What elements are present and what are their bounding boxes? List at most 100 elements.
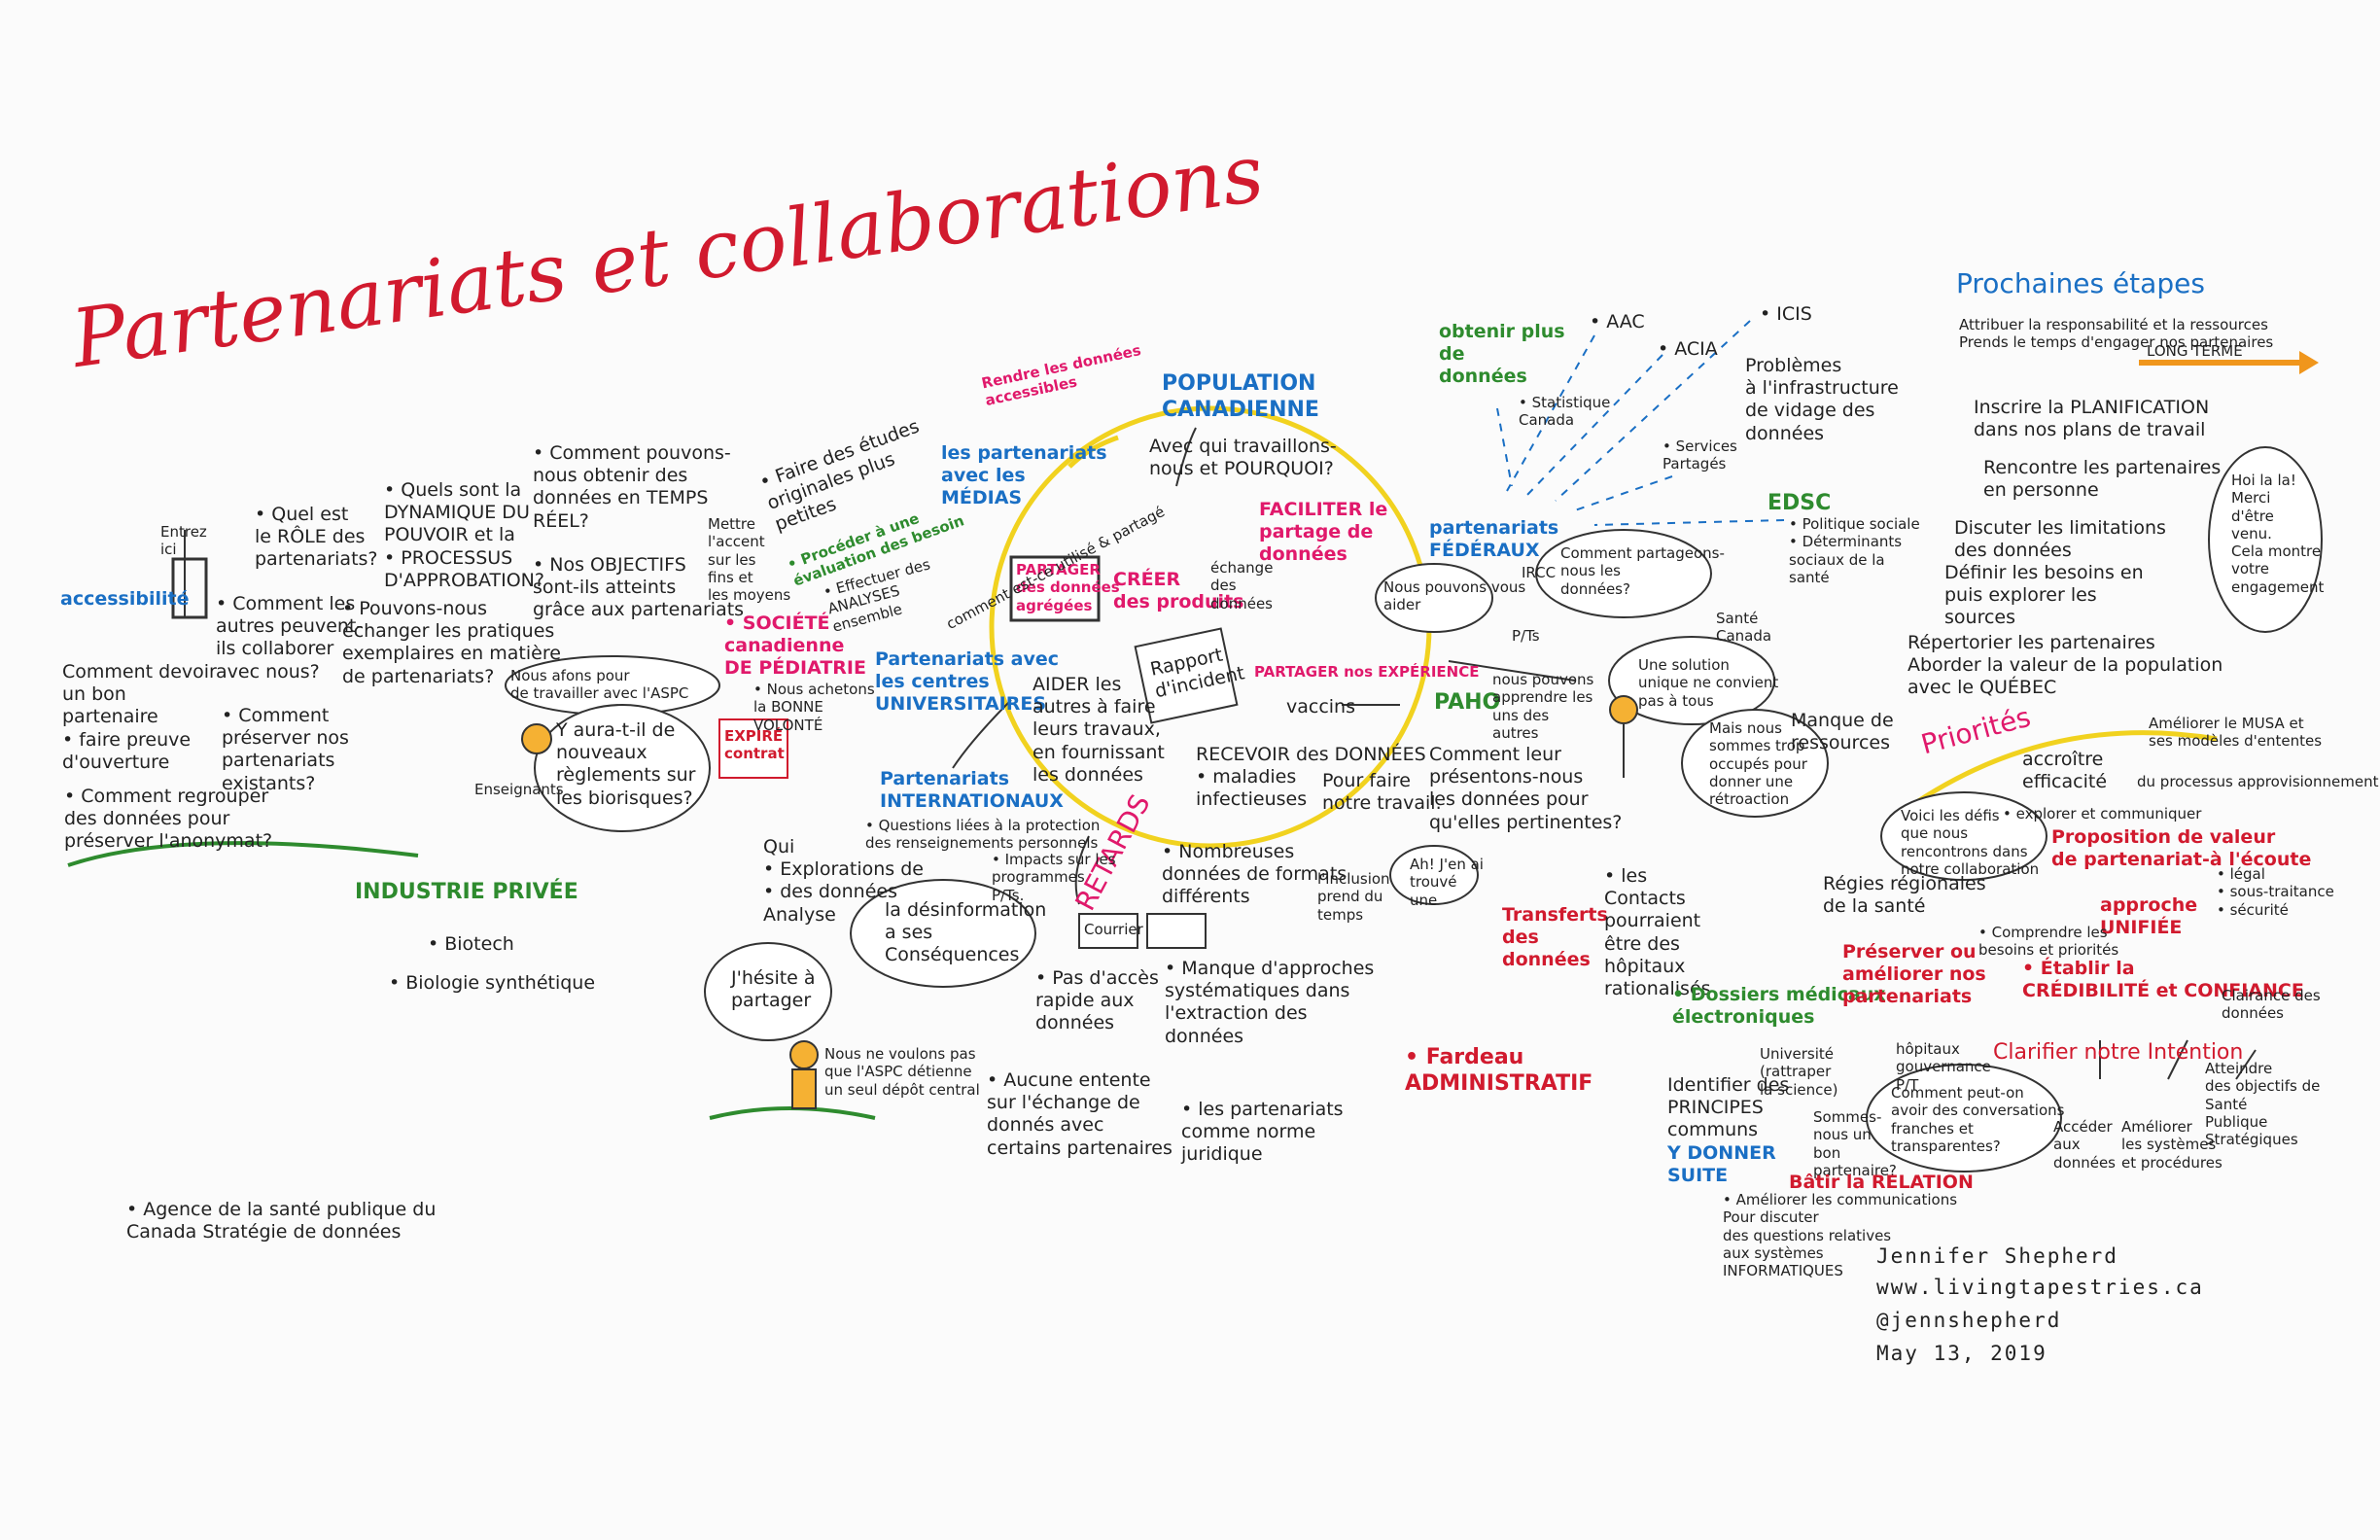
questions-liees: • Questions liées à la protection des re… [865, 817, 1101, 853]
comprendre-besoins: • Comprendre les besoins et priorités [1978, 924, 2119, 960]
recevoir-donnees: RECEVOIR des DONNÉES • maladies infectie… [1196, 744, 1426, 811]
accroitre-efficacite: accroître efficacité [2022, 749, 2108, 793]
inscrire-planification: Inscrire la PLANIFICATION dans nos plans… [1974, 397, 2210, 441]
avec-qui: Avec qui travaillons- nous et POURQUOI? [1149, 436, 1337, 480]
clairance-donnees: Clairance des données [2222, 987, 2321, 1023]
fardeau-administratif: • Fardeau ADMINISTRATIF [1405, 1045, 1593, 1096]
atteindre-objectifs: Atteindre des objectifs de Santé Publiqu… [2205, 1060, 2321, 1149]
jen-ai-trouve: Ah! J'en ai trouvé une [1410, 856, 1484, 909]
bubble-solution [1608, 636, 1775, 725]
legal-items: • légal • sous-traitance • sécurité [2217, 865, 2334, 919]
achetons-volonte: • Nous achetons la BONNE VOLONTÉ [753, 681, 875, 734]
credit-site: www.livingtapestries.ca [1876, 1276, 2204, 1299]
bubble-comment-partageons [1535, 529, 1712, 618]
ameliorer-systemes: Améliorer les systèmes et procédures [2121, 1118, 2222, 1172]
entrance-door [171, 557, 208, 619]
preserver-ameliorer: Préserver ou améliorer nos partenariats [1842, 941, 1986, 1008]
accessibilite-label: accessibilité [60, 588, 190, 610]
figure-hesitant [789, 1040, 819, 1109]
creer-produits: CRÉER des produits [1113, 569, 1244, 613]
processus-approvisionnement: du processus approvisionnement [2137, 773, 2379, 790]
connector-arrows [184, 427, 2257, 1080]
proposition-valeur: Proposition de valeur de partenariat-à l… [2051, 826, 2312, 871]
credit-name: Jennifer Shepherd [1876, 1244, 2118, 1268]
bubble-desinformation [850, 879, 1036, 988]
question-role: • Quel est le RÔLE des partenariats? [255, 504, 378, 571]
entrez-ici-label: Entrez ici [160, 523, 207, 559]
hesite-text: J'hésite à partager [731, 967, 816, 1012]
aider-autres: AIDER les autres à faire leurs travaux, … [1032, 674, 1165, 786]
sante-canada-label: Santé Canada [1716, 610, 1772, 646]
manque-approches: • Manque d'approches systématiques dans … [1165, 958, 1375, 1047]
priorites-arc [1894, 730, 2218, 820]
mettre-accent: Mettre l'accent sur les fins et les moye… [708, 515, 791, 605]
question-dynamique: • Quels sont la DYNAMIQUE DU POUVOIR et … [384, 479, 544, 591]
approche-unifiee: approche UNIFIÉE [2100, 894, 2198, 939]
partenariats-internationaux: Partenariats INTERNATIONAUX [880, 768, 1064, 813]
acceder-donnees: Accéder aux données [2053, 1118, 2116, 1172]
dossiers-medicaux: • Dossiers médicaux électroniques [1672, 984, 1886, 1029]
preserver-partenariats: • Comment préserver nos partenariats exi… [222, 705, 349, 794]
acia-label: • ACIA [1658, 338, 1718, 360]
bubble-occupes [1681, 709, 1829, 818]
nous-afons-text: Nous afons pour de travailler avec l'ASP… [510, 667, 689, 703]
contacts-hopitaux: • les Contacts pourraient être des hôpit… [1604, 865, 1711, 999]
credit-handle: @jennshepherd [1876, 1309, 2062, 1332]
yaura-text: Y aura-t-il de nouveaux règlements sur l… [556, 719, 696, 809]
biotech-item: • Biotech [428, 933, 514, 955]
partager-experience: PARTAGER nos EXPÉRIENCE [1254, 663, 1480, 681]
batir-relation: Bâtir la RELATION [1789, 1172, 1974, 1193]
universite-label: Université (rattraper la science) [1760, 1045, 1838, 1099]
question-echanger: • Pouvons-nous échanger les pratiques ex… [342, 598, 561, 687]
discuter-limitations: Discuter les limitations des données [1954, 517, 2166, 562]
apprendre-text: nous pouvons apprendre les uns des autre… [1492, 671, 1594, 742]
hoi-la-la: Hoi la la! Merci d'être venu. Cela montr… [2231, 472, 2325, 596]
definir-besoins: Définir les besoins en puis explorer les… [1944, 562, 2144, 629]
aac-label: • AAC [1590, 311, 1645, 332]
figure-sante [1609, 695, 1638, 778]
nous-pouvons-aider: Nous pouvons vous aider [1383, 578, 1526, 614]
prochaines-etapes-heading: Prochaines étapes [1956, 267, 2205, 299]
biologie-item: • Biologie synthétique [389, 972, 596, 994]
pts-label: P/Ts [1512, 627, 1540, 645]
enseignants-label: Enseignants [474, 781, 564, 798]
vaccins-label: vaccins [1286, 696, 1355, 718]
partenariats-norme: • les partenariats comme norme juridique [1181, 1099, 1344, 1166]
identifier-principes: Identifier des PRINCIPES communs [1667, 1074, 1790, 1141]
bubble-jen-ai-trouve [1389, 845, 1479, 905]
ground-swoosh-left [709, 1106, 876, 1120]
services-partages: • Services Partagés [1662, 438, 1737, 473]
y-donner-suite: Y DONNER SUITE [1667, 1142, 1776, 1187]
figure-left [521, 723, 552, 754]
courrier-box [1078, 913, 1138, 949]
ameliorer-communications: • Améliorer les communications Pour disc… [1723, 1191, 1958, 1280]
repertorier-partenaires: Répertorier les partenaires Aborder la v… [1908, 632, 2223, 699]
nombreuses-donnees: • Nombreuses données de formats différen… [1162, 841, 1348, 908]
desinformation-text: la désinformation a ses Conséquences [885, 899, 1047, 966]
rencontre-partenaires: Rencontre les partenaires en personne [1983, 457, 2222, 502]
pas-acces-rapide: • Pas d'accès rapide aux données [1035, 967, 1159, 1034]
voici-defis: Voici les défis que nous rencontrons dan… [1901, 807, 2040, 878]
trop-occupes: Mais nous sommes trop occupés pour donne… [1709, 719, 1807, 809]
dossiers-box [1146, 913, 1207, 949]
agence-note: • Agence de la santé publique du Canada … [126, 1199, 437, 1243]
industrie-privee-heading: INDUSTRIE PRIVÉE [355, 880, 578, 904]
obtenir-plus-donnees: obtenir plus de données [1439, 321, 1565, 388]
impacts-pts: • Impacts sur les programmes P/Ts. [992, 851, 1116, 904]
icis-label: • ICIS [1760, 303, 1812, 325]
echange-donnees: échange des données [1210, 559, 1274, 612]
problemes-infrastructure: Problèmes à l'infrastructure de vidage d… [1745, 355, 1899, 444]
devoir-partenaire: Comment devoir un bon partenaire • faire… [62, 661, 217, 773]
societe-pediatrie: • SOCIÉTÉ canadienne DE PÉDIATRIE [724, 612, 866, 680]
long-terme-label: LONG TERME [2147, 342, 2243, 360]
cycle-arrow-top [1068, 435, 1119, 469]
attribuer-responsabilite: Attribuer la responsabilité et la ressou… [1959, 316, 2274, 352]
long-terme-arrowhead [2299, 351, 2319, 374]
question-temps-reel: • Comment pouvons- nous obtenir des donn… [533, 442, 731, 532]
regrouper-donnees: • Comment regrouper des données pour pré… [64, 786, 273, 853]
etablir-credibilite: • Établir la CRÉDIBILITÉ et CONFIANCE [2022, 958, 2304, 1002]
bubble-comment-peut-on [1866, 1064, 2062, 1172]
population-canadienne: POPULATION CANADIENNE [1162, 371, 1319, 422]
edsc-label: EDSC [1768, 491, 1832, 515]
bubble-voici-defis [1880, 791, 2048, 881]
